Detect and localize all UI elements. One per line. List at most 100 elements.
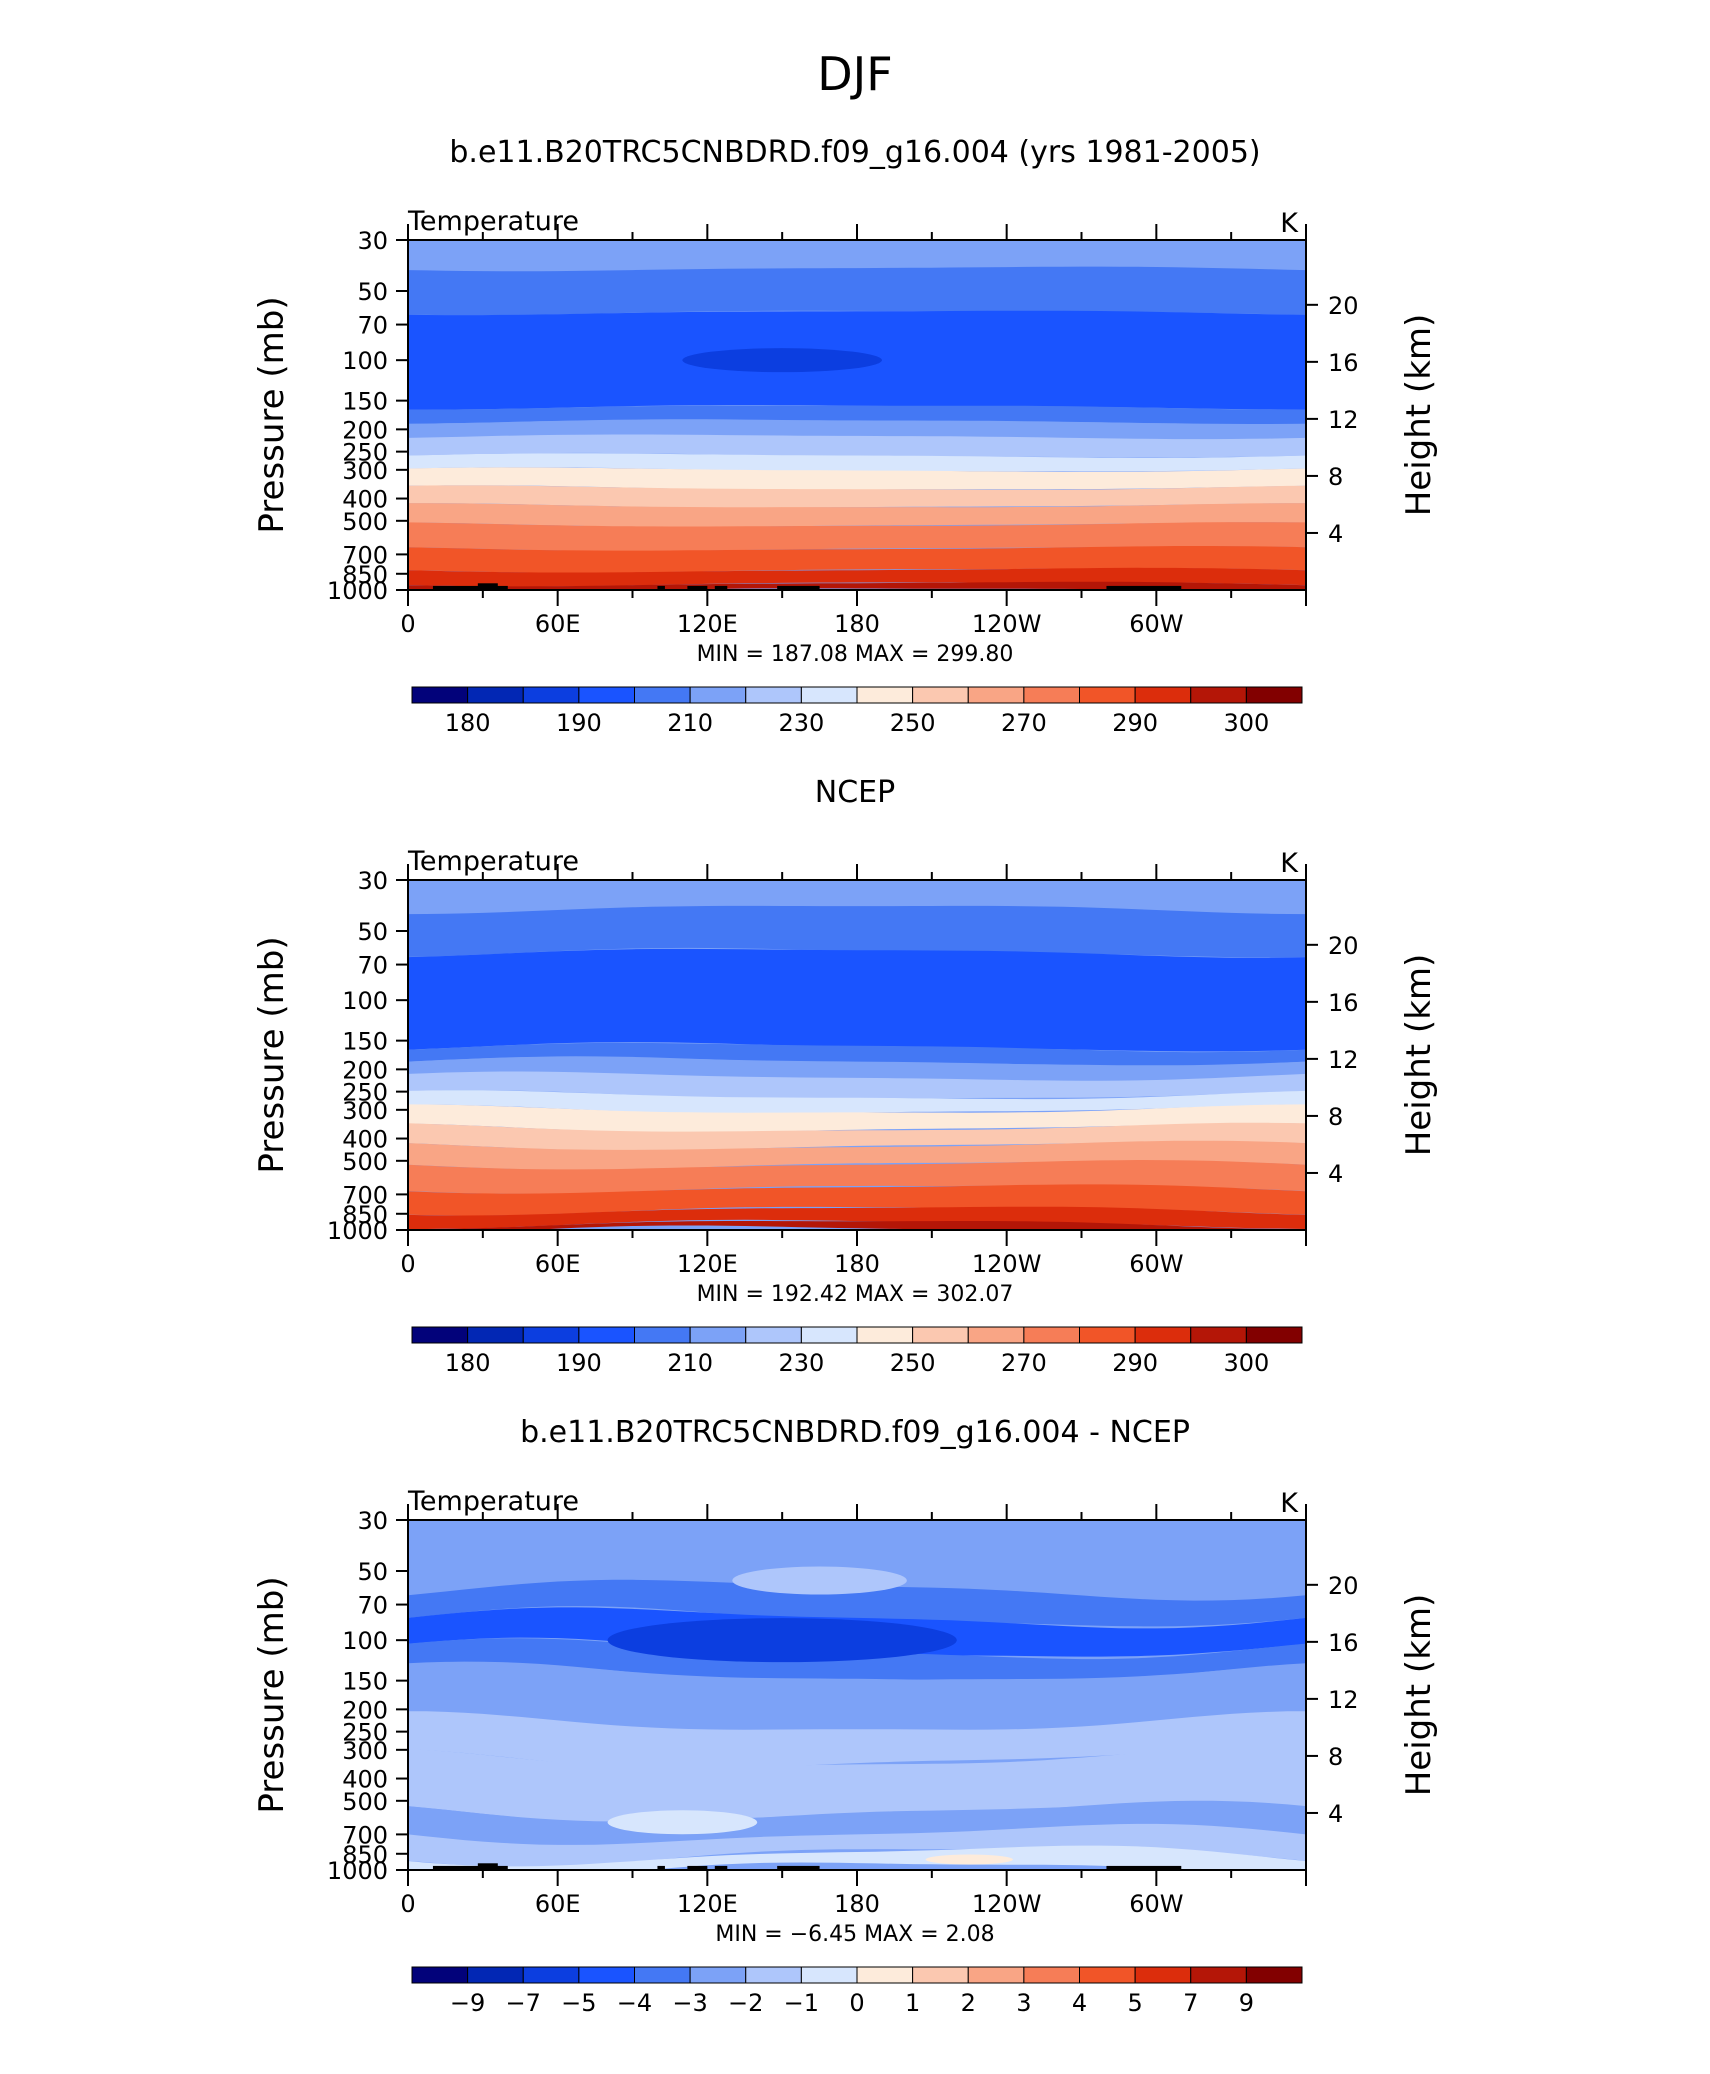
contour-band: [408, 240, 1306, 272]
colorbar-swatch: [411, 686, 469, 704]
colorbar-label: 4: [1072, 1989, 1087, 2017]
colorbar-label: −5: [561, 1989, 596, 2017]
colorbar-label: −7: [506, 1989, 541, 2017]
y-tick-label: 150: [342, 1668, 388, 1696]
x-tick-label: 60E: [535, 1250, 581, 1278]
x-tick-label: 120E: [677, 1250, 738, 1278]
colorbar-swatch: [578, 1966, 635, 1984]
colorbar-swatch: [967, 1966, 1025, 1984]
colorbar-swatch: [856, 686, 914, 704]
colorbar-label: 180: [445, 709, 491, 737]
colorbar-swatch: [967, 1326, 1025, 1344]
y-tick-label: 850: [342, 1201, 388, 1229]
colorbar-label: −4: [617, 1989, 652, 2017]
y2-axis-label: Height (km): [1399, 1594, 1439, 1797]
contour-band: [408, 405, 1306, 424]
panel-2: NCEP Temperature K 0 60E 120E 180 120W 60W 30 50 70…: [252, 775, 1439, 1377]
contour-warm-patch: [607, 1810, 758, 1835]
contour-band: [408, 581, 1306, 590]
colorbar-label: 270: [1001, 1349, 1047, 1377]
colorbar-label: 210: [667, 1349, 713, 1377]
y-tick-label: 30: [357, 1507, 388, 1535]
y2-tick-label: 16: [1328, 349, 1359, 377]
colorbar-swatch: [967, 686, 1025, 704]
contour-positive-patch: [925, 1854, 1013, 1865]
y2-tick-label: 12: [1328, 1046, 1359, 1074]
colorbar-swatch: [522, 1966, 580, 1984]
colorbar-label: 290: [1112, 1349, 1158, 1377]
y-tick-label: 500: [342, 508, 388, 536]
colorbar-label: 3: [1016, 1989, 1031, 2017]
colorbar-swatch: [1245, 1326, 1303, 1344]
x-tick-label: 120E: [677, 610, 738, 638]
contour-band: [408, 1520, 1306, 1599]
colorbar-swatch: [912, 686, 969, 704]
contour-band: [408, 419, 1306, 439]
x-tick-label: 180: [834, 1890, 880, 1918]
colorbar-label: 7: [1183, 1989, 1198, 2017]
contour-band: [408, 1122, 1306, 1151]
y-tick-label: 700: [342, 541, 388, 569]
x-tick-label: 0: [400, 610, 415, 638]
y-tick-label: 300: [342, 457, 388, 485]
y-tick-label: 30: [357, 227, 388, 255]
colorbar-label: 0: [849, 1989, 864, 2017]
colorbar-label: 250: [890, 1349, 936, 1377]
topography-mask: [777, 1865, 820, 1870]
colorbar-swatch: [578, 686, 635, 704]
topography-mask: [477, 1863, 498, 1870]
y2-tick-label: 20: [1328, 1572, 1359, 1600]
contour-field: [408, 240, 1306, 590]
colorbar-swatch: [1190, 686, 1247, 704]
colorbar-swatch: [689, 1326, 747, 1344]
colorbar-swatch: [800, 1326, 858, 1344]
colorbar-label: 230: [778, 709, 824, 737]
y-tick-label: 50: [357, 918, 388, 946]
x-tick-label: 60E: [535, 1890, 581, 1918]
colorbar-label: 1: [905, 1989, 920, 2017]
y-tick-label: 400: [342, 1766, 388, 1794]
contour-band: [408, 905, 1306, 958]
colorbar-swatch: [745, 686, 802, 704]
y-tick-label: 70: [357, 312, 388, 340]
y2-axis-label: Height (km): [1399, 314, 1439, 517]
x-tick-label: 0: [400, 1250, 415, 1278]
y-axis-label: Pressure (mb): [252, 1576, 292, 1813]
colorbar-swatch: [411, 1326, 469, 1344]
y2-tick-label: 8: [1328, 463, 1343, 491]
x-tick-label: 120W: [972, 1250, 1042, 1278]
topography-mask: [777, 585, 820, 590]
y2-tick-label: 20: [1328, 292, 1359, 320]
y2-tick-label: 16: [1328, 989, 1359, 1017]
y-tick-label: 100: [342, 1627, 388, 1655]
panel-title: NCEP: [815, 775, 895, 810]
colorbar-swatch: [912, 1966, 969, 1984]
y-axis-label: Pressure (mb): [252, 936, 292, 1173]
x-tick-label: 0: [400, 1890, 415, 1918]
contour-band: [408, 1042, 1306, 1066]
y-tick-label: 500: [342, 1148, 388, 1176]
colorbar-label: 250: [890, 709, 936, 737]
colorbar-swatch: [1190, 1326, 1247, 1344]
colorbar-label: −3: [672, 1989, 707, 2017]
colorbar-swatch: [1023, 686, 1080, 704]
x-tick-label: 60W: [1129, 610, 1183, 638]
colorbar-label: 230: [778, 1349, 824, 1377]
colorbar-label: 5: [1127, 1989, 1142, 2017]
panel-title: b.e11.B20TRC5CNBDRD.f09_g16.004 (yrs 198…: [449, 135, 1260, 170]
y-tick-label: 200: [342, 1696, 388, 1724]
contour-band: [408, 1579, 1306, 1627]
y-tick-label: 1000: [327, 577, 388, 605]
contour-band: [408, 467, 1306, 490]
x-tick-label: 120W: [972, 1890, 1042, 1918]
colorbar-swatch: [1134, 1966, 1192, 1984]
y2-tick-label: 4: [1328, 1800, 1343, 1828]
colorbar-label: −9: [450, 1989, 485, 2017]
x-tick-label: 60E: [535, 610, 581, 638]
y2-axis-label: Height (km): [1399, 954, 1439, 1157]
contour-band: [408, 1104, 1306, 1133]
y-tick-label: 300: [342, 1737, 388, 1765]
y-tick-label: 300: [342, 1097, 388, 1125]
colorbar-swatch: [745, 1326, 802, 1344]
